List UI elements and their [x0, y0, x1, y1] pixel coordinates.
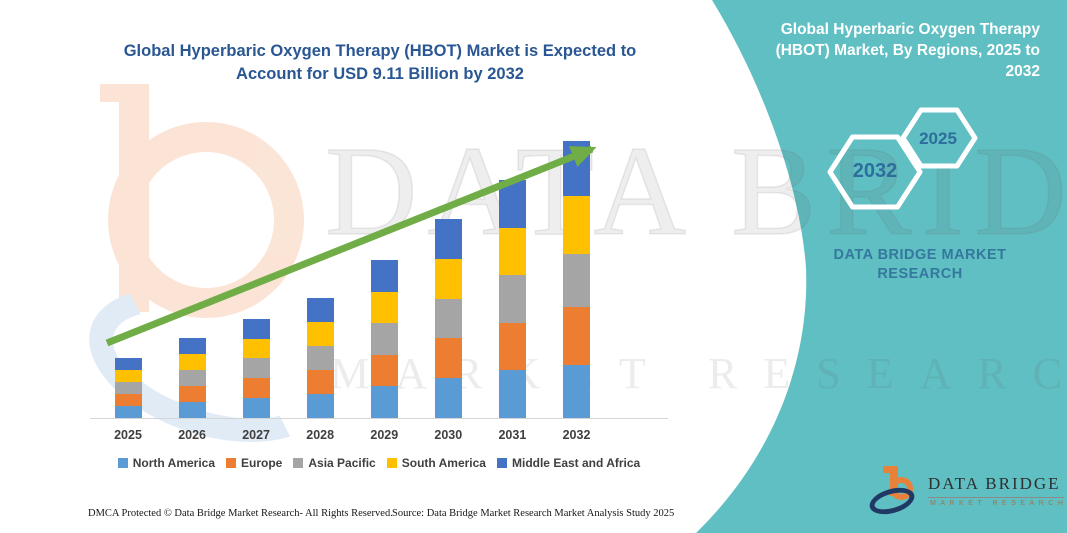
- bar-2030: [434, 219, 462, 418]
- legend-label: South America: [401, 456, 486, 470]
- bar-segment-asia-pacific: [370, 323, 398, 355]
- bar-segment-south-america: [498, 227, 526, 276]
- x-axis-label-2027: 2027: [242, 428, 270, 442]
- bar-2025: [114, 358, 142, 418]
- bar-segment-north-america: [563, 364, 590, 418]
- bar-segment-middle-east-and-africa: [370, 260, 398, 292]
- bar-segment-europe: [370, 354, 398, 387]
- legend-item-europe: Europe: [226, 456, 282, 470]
- logo-subtitle: MARKET RESEARCH: [930, 500, 1067, 507]
- data-bridge-logo: DATA BRIDGE MARKET RESEARCH: [866, 462, 1067, 524]
- bar-segment-europe: [434, 338, 462, 379]
- hexagon-year-start: 2025: [919, 129, 957, 148]
- bar-segment-europe: [306, 369, 334, 394]
- bar-segment-north-america: [434, 378, 462, 418]
- bar-segment-asia-pacific: [178, 370, 206, 387]
- bar-segment-europe: [242, 378, 270, 399]
- bar-segment-north-america: [370, 386, 398, 418]
- x-axis-label-2032: 2032: [562, 428, 591, 442]
- logo-name: DATA BRIDGE: [928, 474, 1064, 498]
- bar-segment-asia-pacific: [242, 358, 270, 379]
- bar-segment-south-america: [370, 291, 398, 324]
- bar-segment-asia-pacific: [563, 253, 590, 307]
- bar-segment-middle-east-and-africa: [498, 180, 526, 228]
- bar-segment-middle-east-and-africa: [434, 219, 462, 259]
- legend-label: Asia Pacific: [308, 456, 376, 470]
- bar-segment-middle-east-and-africa: [114, 358, 142, 370]
- legend-item-north-america: North America: [117, 456, 216, 470]
- x-axis-label-2030: 2030: [434, 428, 463, 442]
- hexagon-2032-icon: [827, 134, 923, 210]
- bar-2031: [498, 180, 526, 418]
- bar-2027: [242, 318, 270, 418]
- legend-item-south-america: South America: [386, 456, 486, 470]
- legend-item-middle-east-and-africa: Middle East and Africa: [496, 456, 641, 470]
- bar-segment-south-america: [242, 338, 270, 359]
- bar-segment-south-america: [306, 321, 334, 346]
- bar-segment-europe: [498, 322, 526, 371]
- x-axis-label-2031: 2031: [498, 428, 527, 442]
- bar-segment-asia-pacific: [306, 345, 334, 370]
- bar-2028: [306, 297, 334, 418]
- side-panel-title: Global Hyperbaric Oxygen Therapy (HBOT) …: [775, 21, 1040, 80]
- bar-segment-middle-east-and-africa: [563, 141, 590, 196]
- bar-2029: [370, 260, 398, 418]
- chart-legend: North America Europe Asia Pacific South Ame…: [90, 456, 668, 470]
- bar-segment-middle-east-and-africa: [306, 297, 334, 322]
- legend-swatch-icon: [293, 458, 304, 468]
- legend-swatch-icon: [226, 458, 237, 468]
- hexagon-graphic: [827, 107, 978, 210]
- bar-segment-south-america: [114, 369, 142, 382]
- x-axis-line: [90, 418, 668, 419]
- bar-segment-north-america: [114, 405, 142, 418]
- x-axis-label-2025: 2025: [114, 428, 142, 442]
- bar-segment-asia-pacific: [114, 381, 142, 394]
- bar-segment-south-america: [178, 354, 206, 371]
- legend-swatch-icon: [386, 458, 397, 468]
- bar-segment-europe: [178, 386, 206, 402]
- legend-label: Europe: [241, 456, 283, 470]
- bar-segment-middle-east-and-africa: [178, 338, 206, 355]
- x-axis-label-2028: 2028: [306, 428, 335, 442]
- bar-segment-north-america: [306, 393, 334, 418]
- bar-segment-asia-pacific: [498, 275, 526, 323]
- bar-segment-north-america: [178, 401, 206, 418]
- source-note: Source: Data Bridge Market Research Mark…: [392, 508, 675, 519]
- bar-segment-north-america: [242, 398, 270, 418]
- hexagon-year-end: 2032: [852, 160, 898, 182]
- x-axis-label-2029: 2029: [370, 428, 399, 442]
- x-axis-label-2026: 2026: [178, 428, 206, 442]
- bar-2032: [563, 141, 590, 418]
- dmca-notice: DMCA Protected © Data Bridge Market Rese…: [88, 508, 393, 519]
- legend-label: Middle East and Africa: [511, 456, 641, 470]
- bar-segment-north-america: [498, 370, 526, 418]
- hexagon-2025-icon: [900, 107, 978, 169]
- side-panel-brand-text: DATA BRIDGE MARKET RESEARCH: [833, 247, 1007, 282]
- logo-b-icon: [883, 466, 892, 473]
- legend-item-asia-pacific: Asia Pacific: [293, 456, 376, 470]
- bar-segment-asia-pacific: [434, 298, 462, 339]
- legend-label: North America: [132, 456, 216, 470]
- legend-swatch-icon: [496, 458, 507, 468]
- bar-segment-south-america: [563, 196, 590, 254]
- bar-segment-middle-east-and-africa: [242, 318, 270, 339]
- chart-title: Global Hyperbaric Oxygen Therapy (HBOT) …: [123, 42, 637, 84]
- bar-segment-europe: [114, 393, 142, 406]
- bar-2026: [178, 338, 206, 418]
- bar-segment-south-america: [434, 258, 462, 299]
- legend-swatch-icon: [117, 458, 128, 468]
- bar-segment-europe: [563, 307, 590, 365]
